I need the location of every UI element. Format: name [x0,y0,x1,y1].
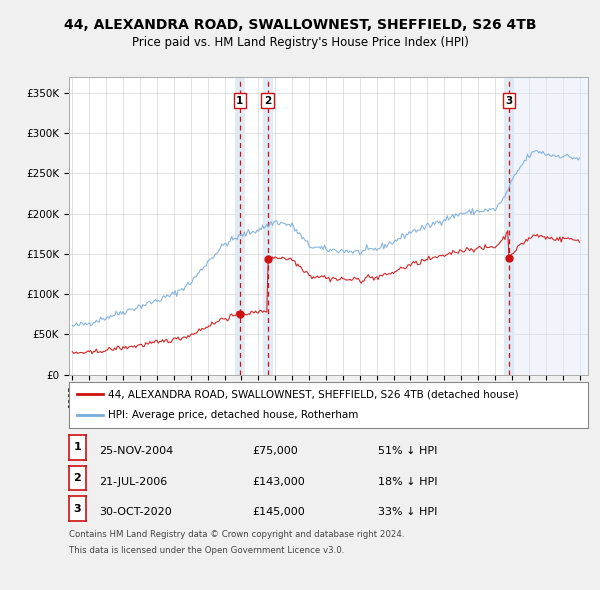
Bar [263,77,273,375]
Text: 18% ↓ HPI: 18% ↓ HPI [378,477,437,487]
Text: HPI: Average price, detached house, Rotherham: HPI: Average price, detached house, Roth… [108,410,358,420]
Text: 3: 3 [74,504,81,514]
Text: 51% ↓ HPI: 51% ↓ HPI [378,446,437,456]
Text: 33% ↓ HPI: 33% ↓ HPI [378,507,437,517]
Text: Price paid vs. HM Land Registry's House Price Index (HPI): Price paid vs. HM Land Registry's House … [131,36,469,49]
Text: Contains HM Land Registry data © Crown copyright and database right 2024.: Contains HM Land Registry data © Crown c… [69,530,404,539]
Text: £143,000: £143,000 [252,477,305,487]
Text: 44, ALEXANDRA ROAD, SWALLOWNEST, SHEFFIELD, S26 4TB (detached house): 44, ALEXANDRA ROAD, SWALLOWNEST, SHEFFIE… [108,389,518,399]
Text: £75,000: £75,000 [252,446,298,456]
Text: £145,000: £145,000 [252,507,305,517]
Text: This data is licensed under the Open Government Licence v3.0.: This data is licensed under the Open Gov… [69,546,344,555]
Bar [509,77,588,375]
Text: 30-OCT-2020: 30-OCT-2020 [99,507,172,517]
Text: 44, ALEXANDRA ROAD, SWALLOWNEST, SHEFFIELD, S26 4TB: 44, ALEXANDRA ROAD, SWALLOWNEST, SHEFFIE… [64,18,536,32]
Bar [235,77,245,375]
Text: 25-NOV-2004: 25-NOV-2004 [99,446,173,456]
Text: 2: 2 [74,473,81,483]
Text: 3: 3 [505,96,512,106]
Text: 2: 2 [264,96,271,106]
Text: 1: 1 [74,442,81,453]
Text: 1: 1 [236,96,244,106]
Text: 21-JUL-2006: 21-JUL-2006 [99,477,167,487]
Bar [504,77,514,375]
